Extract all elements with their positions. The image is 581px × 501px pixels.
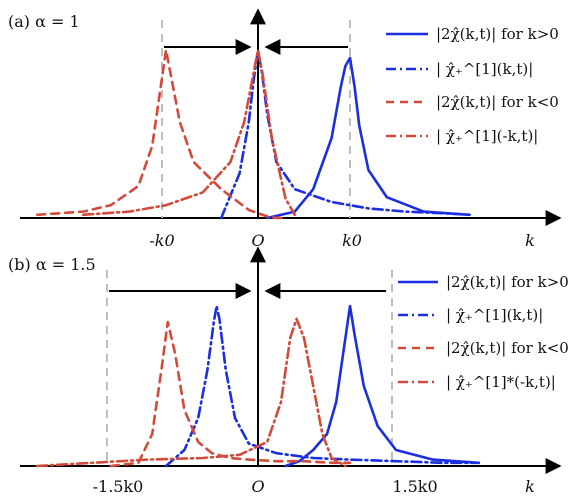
series-line-b-dashdot-red (35, 317, 347, 468)
tick-label-b-pos: 1.5k0 (392, 477, 437, 496)
curves-a (35, 48, 471, 220)
curves-b (35, 304, 481, 468)
legend-b-text-2: | χ̂₊^[1](k,t)| (446, 306, 543, 324)
legend-b-text-1: |2χ̂(k,t)| for k>0 (446, 273, 569, 291)
panel-b-label: (b) α = 1.5 (8, 255, 96, 274)
panel-a: (a) α = 1 -k0 O k0 k (8, 8, 562, 250)
series-line-b-dashed-red (109, 320, 352, 468)
tick-label-b-origin: O (251, 477, 264, 496)
legend-b-text-3: |2χ̂(k,t)| for k<0 (446, 339, 569, 357)
x-axis-label-b: k (525, 477, 535, 496)
series-line-a-dashdot-red (81, 48, 297, 217)
series-line-b-dashdot-blue (164, 304, 481, 468)
legend-b: |2χ̂(k,t)| for k>0 | χ̂₊^[1](k,t)| |2χ̂(… (398, 273, 569, 391)
legend-b-text-4: | χ̂₊^[1]*(-k,t)| (446, 373, 556, 391)
panel-a-label: (a) α = 1 (8, 12, 80, 31)
x-axis-label-a: k (525, 231, 535, 250)
tick-label-a-pos: k0 (342, 231, 362, 250)
tick-label-a-neg: -k0 (149, 231, 174, 250)
series-line-b-solid-blue (284, 304, 481, 468)
tick-label-a-origin: O (251, 231, 264, 250)
legend-a-text-2: | χ̂₊^[1](k,t)| (436, 60, 533, 78)
legend-a: |2χ̂(k,t)| for k>0 | χ̂₊^[1](k,t)| |2χ̂(… (386, 25, 559, 145)
series-line-a-solid-blue (265, 56, 471, 220)
legend-a-text-4: | χ̂₊^[1](-k,t)| (436, 127, 538, 145)
tick-label-b-neg: -1.5k0 (93, 477, 144, 496)
legend-a-text-1: |2χ̂(k,t)| for k>0 (436, 25, 559, 43)
series-line-a-dashed-red (35, 48, 287, 220)
legend-a-text-3: |2χ̂(k,t)| for k<0 (436, 93, 559, 111)
panel-b: (b) α = 1.5 -1.5k0 O 1.5k0 k (8, 246, 562, 496)
